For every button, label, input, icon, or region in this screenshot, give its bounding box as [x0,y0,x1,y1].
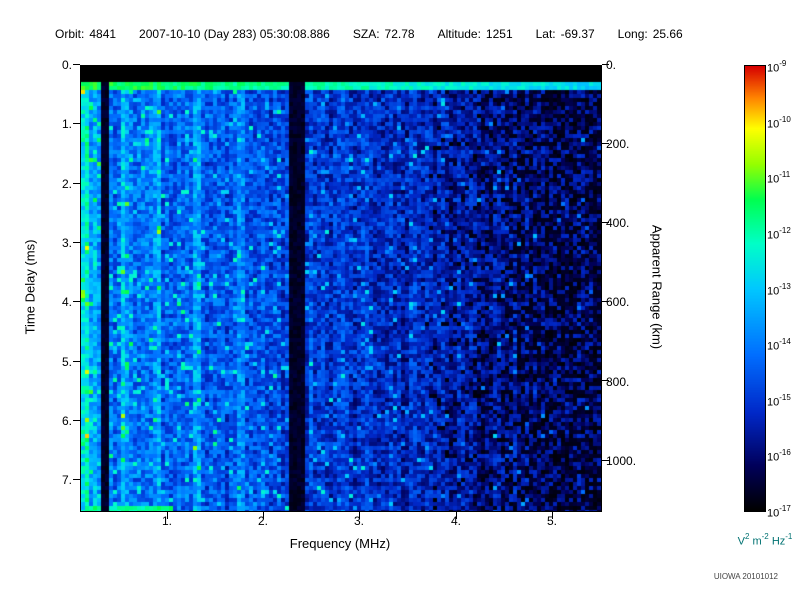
ytick-label: 7. [61,473,72,487]
axis-tick [456,512,457,519]
colorbar-tick-label: 10-17 [767,504,791,520]
y-axis-title-left: Time Delay (ms) [22,239,38,335]
axis-tick [73,420,80,421]
ytick-label: 5. [61,355,72,369]
axis-tick [73,123,80,124]
orbit-field: Orbit: 4841 [55,27,116,41]
altitude-field: Altitude: 1251 [438,27,513,41]
xtick-label: 3. [353,514,364,528]
axis-tick [602,380,609,381]
ytick-label: 6. [61,414,72,428]
altitude-value: 1251 [485,27,513,41]
altitude-label: Altitude: [437,27,481,41]
rtick-label: 0. [606,58,617,72]
xtick-label: 4. [450,514,461,528]
lat-value: -69.37 [560,27,595,41]
colorbar-tick-label: 10-15 [767,393,791,409]
axis-tick [73,479,80,480]
datetime-value: 2007-10-10 (Day 283) 05:30:08.886 [139,27,330,41]
xtick-label: 2. [257,514,268,528]
header-info: Orbit: 4841 2007-10-10 (Day 283) 05:30:0… [55,27,683,41]
axis-tick [552,512,553,519]
xtick-label: 1. [161,514,172,528]
ytick-label: 0. [61,58,72,72]
long-label: Long: [617,27,648,41]
axis-tick [167,512,168,519]
colorbar-tick-label: 10-13 [767,282,791,298]
x-axis-title: Frequency (MHz) [289,536,391,551]
colorbar-tick-label: 10-10 [767,115,791,131]
y-axis-title-right: Apparent Range (km) [649,224,665,350]
rtick-label: 1000. [606,454,637,468]
axis-tick [602,64,609,65]
colorbar-units: V2 m-2 Hz-1 [737,532,793,548]
credit-text: UIOWA 20101012 [713,572,778,581]
sza-label: SZA: [352,27,380,41]
axis-tick [73,361,80,362]
axis-tick [263,512,264,519]
colorbar-tick-label: 10-9 [767,59,787,75]
rtick-label: 400. [606,216,630,230]
ionogram-heatmap [80,65,602,512]
axis-tick [602,460,609,461]
ytick-label: 2. [61,177,72,191]
axis-tick [602,222,609,223]
colorbar-tick-label: 10-14 [767,337,791,353]
rtick-label: 200. [606,137,630,151]
orbit-value: 4841 [89,27,117,41]
sza-value: 72.78 [384,27,415,41]
colorbar-tick-label: 10-11 [767,170,791,186]
lat-field: Lat: -69.37 [536,27,595,41]
axis-tick [73,183,80,184]
orbit-label: Orbit: [55,27,85,41]
ytick-label: 3. [61,236,72,250]
colorbar [744,65,766,512]
axis-tick [602,143,609,144]
axis-tick [602,301,609,302]
colorbar-tick-label: 10-12 [767,226,791,242]
axis-tick [73,242,80,243]
xtick-label: 5. [546,514,557,528]
axis-tick [73,64,80,65]
ytick-label: 1. [61,117,72,131]
rtick-label: 600. [606,295,630,309]
long-field: Long: 25.66 [618,27,683,41]
colorbar-tick-label: 10-16 [767,448,791,464]
ytick-label: 4. [61,295,72,309]
lat-label: Lat: [535,27,556,41]
rtick-label: 800. [606,375,630,389]
sza-field: SZA: 72.78 [353,27,415,41]
axis-tick [73,301,80,302]
axis-tick [359,512,360,519]
long-value: 25.66 [652,27,683,41]
